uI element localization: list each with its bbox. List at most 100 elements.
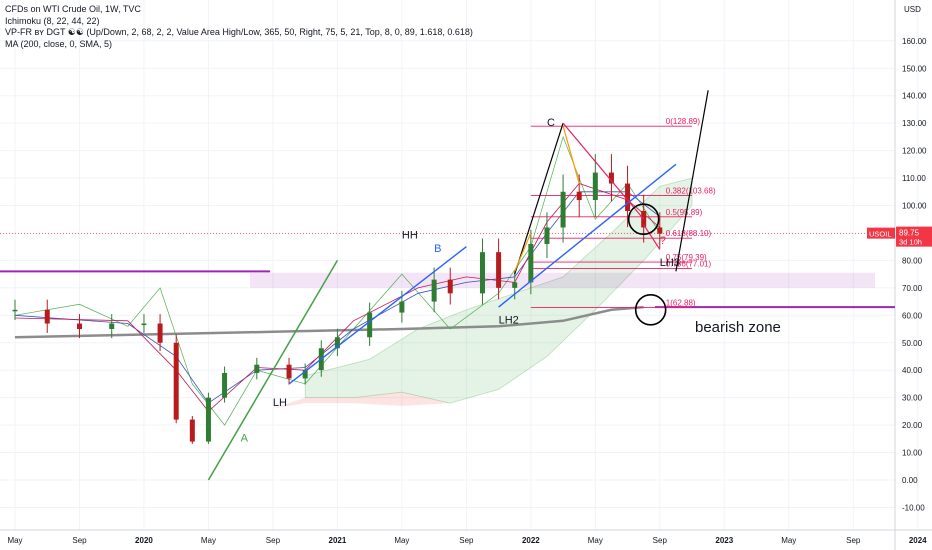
label-c: C xyxy=(547,117,555,129)
fib-anchor-high xyxy=(562,125,580,184)
price-tick-label: 10.00 xyxy=(902,449,923,458)
label-b: B xyxy=(434,243,441,255)
candle-body xyxy=(657,227,663,234)
candle-body xyxy=(367,312,373,338)
candle-body xyxy=(334,337,340,349)
price-scale[interactable]: USD -10.00 0.00 10.00 20.00 30.00 40.00 50.00 60… xyxy=(867,5,932,512)
time-tick-label: Sep xyxy=(459,536,474,545)
bar-countdown: 3d 10h xyxy=(899,238,922,247)
candle-body xyxy=(625,183,631,211)
circle-ma-touch xyxy=(634,294,667,326)
candle-body xyxy=(222,372,228,398)
candle-body xyxy=(560,191,566,228)
candle-body xyxy=(302,370,308,379)
candle-body xyxy=(44,309,50,324)
last-price-badge xyxy=(896,226,932,247)
price-scale-currency: USD xyxy=(904,5,921,14)
price-tick-label: 60.00 xyxy=(902,311,923,320)
last-price-value: 89.75 xyxy=(899,229,920,238)
price-tick-label: 20.00 xyxy=(902,421,923,430)
candle-body xyxy=(399,301,405,313)
price-tick-label: 80.00 xyxy=(902,256,923,265)
kijun-line xyxy=(14,191,661,404)
time-tick-label: May xyxy=(394,536,409,545)
time-axis[interactable]: May Sep 2020 May Sep 2021 May Sep 2022 May Sep 2023… xyxy=(7,536,932,545)
candle-body xyxy=(496,252,502,288)
impulse-wave xyxy=(514,122,564,275)
label-lh2: LH2 xyxy=(499,315,519,327)
time-tick-label: 2022 xyxy=(522,536,540,545)
time-tick-label: Sep xyxy=(266,536,281,545)
candle-body xyxy=(109,323,115,330)
kumo-cloud xyxy=(304,177,693,404)
candle-body xyxy=(576,191,582,201)
trendline-support xyxy=(498,163,677,308)
indicator-ichimoku[interactable]: Ichimoku (8, 22, 44, 22) xyxy=(5,15,100,26)
price-tick-label: 140.00 xyxy=(902,92,927,101)
label-question: ? xyxy=(660,235,666,247)
fib-level-label: 0.382(103.68) xyxy=(666,186,716,195)
label-a: A xyxy=(241,433,249,445)
fib-level-label: 0.786(77.01) xyxy=(666,260,712,269)
price-tick-label: 40.00 xyxy=(902,366,923,375)
price-tick-label: 160.00 xyxy=(902,37,927,46)
indicator-ma[interactable]: MA (200, close, 0, SMA, 5) xyxy=(5,38,113,49)
candle-body xyxy=(479,252,485,294)
fib-level-label: 0.75(79.39) xyxy=(666,253,707,262)
price-tick-label: 30.00 xyxy=(902,394,923,403)
candle-body xyxy=(254,364,260,373)
time-tick-label: Sep xyxy=(653,536,668,545)
time-tick-label: May xyxy=(7,536,22,545)
projection-down xyxy=(643,224,661,250)
time-tick-label: May xyxy=(201,536,216,545)
price-tick-label: 120.00 xyxy=(902,147,927,156)
ma-200-line xyxy=(14,305,644,339)
fib-anchor-low xyxy=(514,232,532,272)
time-tick-label: Sep xyxy=(846,536,861,545)
indicator-lines xyxy=(14,135,661,426)
label-bearish-zone: bearish zone xyxy=(695,319,781,336)
symbol-badge-text: USOIL xyxy=(869,230,892,239)
price-tick-label: 50.00 xyxy=(902,339,923,348)
trendline-a xyxy=(207,260,339,481)
price-tick-label: 100.00 xyxy=(902,202,927,211)
label-lh3: LH3 xyxy=(660,257,680,269)
annotation-labels: A B C HH LH LH2 LH3? bearish zone xyxy=(241,117,781,445)
time-tick-label: 2021 xyxy=(329,536,347,545)
symbol-title: CFDs on WTI Crude Oil, 1W, TVC xyxy=(5,4,141,14)
time-tick-label: 2023 xyxy=(715,536,733,545)
symbol-badge xyxy=(867,227,895,239)
fib-level-label: 1(62.88) xyxy=(666,298,696,307)
time-tick-label: Sep xyxy=(72,536,87,545)
candle-body xyxy=(12,309,18,312)
candle-body xyxy=(141,323,147,326)
kumo-cloud-red xyxy=(272,392,451,409)
candle-body xyxy=(173,342,179,420)
ichimoku-cloud xyxy=(272,177,693,409)
time-tick-label: May xyxy=(588,536,603,545)
projection-arrow xyxy=(675,90,709,272)
indicator-vpfr[interactable]: VP-FR ʙʏ DGT ☯☯ (Up/Down, 2, 68, 2, 2, V… xyxy=(5,27,473,37)
chart-legend: CFDs on WTI Crude Oil, 1W, TVC Ichimoku … xyxy=(5,4,473,50)
candle-body xyxy=(512,282,518,288)
trendline-b xyxy=(288,246,467,385)
price-zones xyxy=(0,233,895,309)
drawing-tools xyxy=(207,90,709,481)
resistance-zone xyxy=(250,272,875,288)
candle-body xyxy=(608,172,614,184)
candle-body xyxy=(544,227,550,244)
candle-body xyxy=(528,243,534,283)
fib-level-label: 0(128.89) xyxy=(666,117,701,126)
label-hh: HH xyxy=(402,229,418,241)
price-tick-label: 130.00 xyxy=(902,119,927,128)
candle-body xyxy=(76,323,82,330)
time-tick-label: May xyxy=(781,536,796,545)
candle-body xyxy=(286,364,292,379)
candle-body xyxy=(157,323,163,343)
correction-wave xyxy=(562,122,645,220)
time-tick-label: 2020 xyxy=(135,536,153,545)
price-tick-label: 150.00 xyxy=(902,64,927,73)
label-lh: LH xyxy=(273,397,287,409)
